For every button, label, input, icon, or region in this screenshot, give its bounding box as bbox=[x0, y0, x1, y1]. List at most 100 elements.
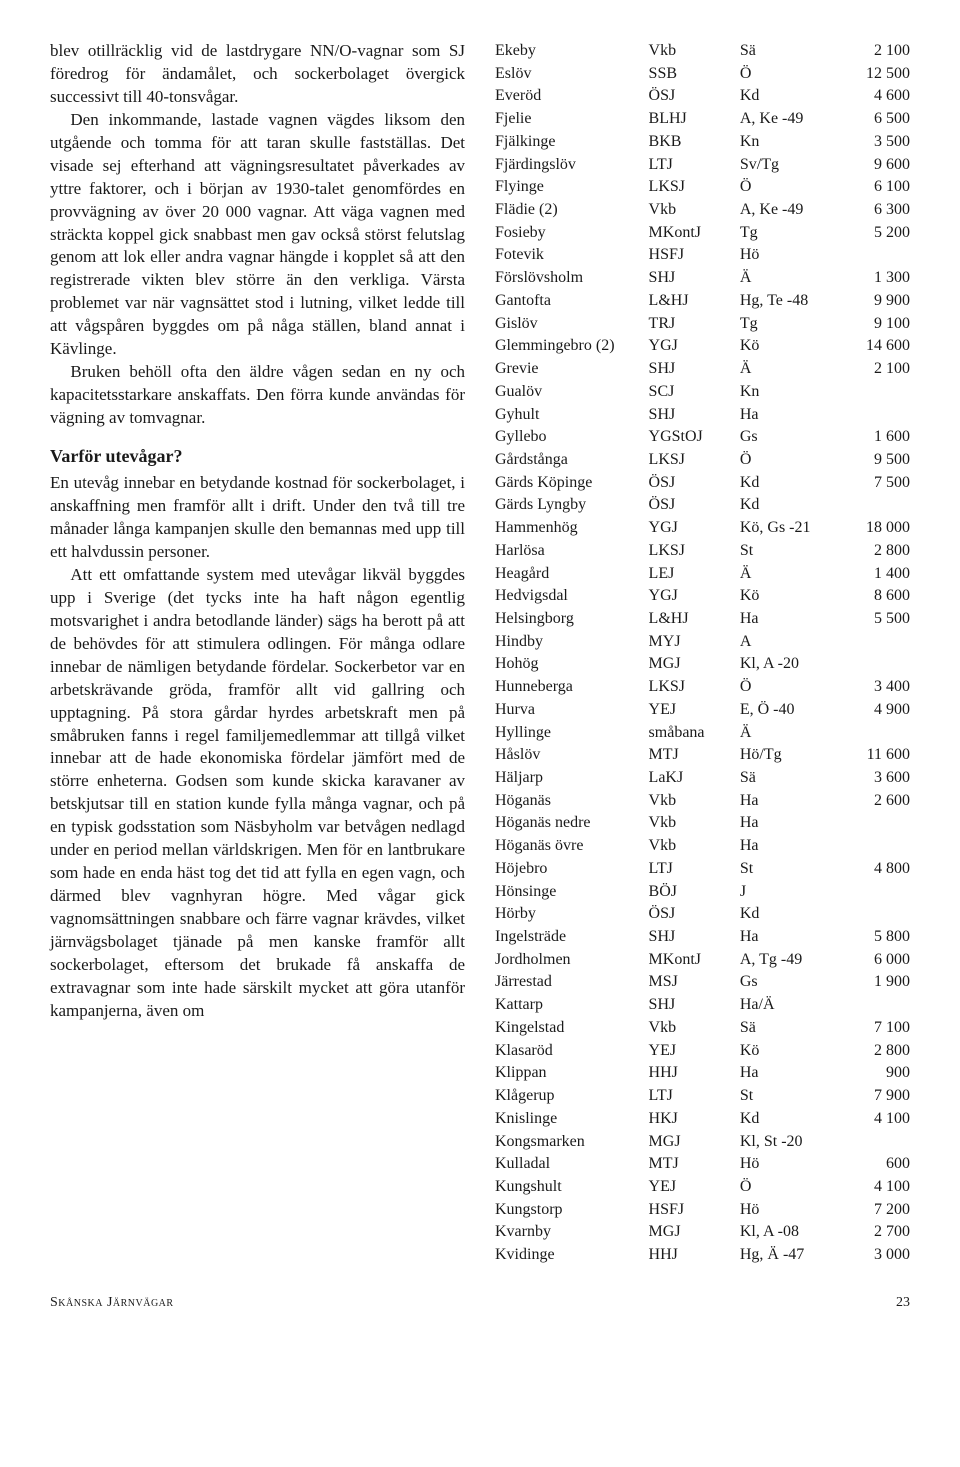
cell-code: Vkb bbox=[649, 1017, 740, 1040]
cell-place: Häljarp bbox=[495, 767, 649, 790]
table-row: KvidingeHHJHg, Ä -473 000 bbox=[495, 1244, 910, 1267]
cell-code: YGJ bbox=[649, 585, 740, 608]
table-row: KvarnbyMGJKl, A -082 700 bbox=[495, 1221, 910, 1244]
cell-place: Järrestad bbox=[495, 971, 649, 994]
cell-note: Kd bbox=[740, 903, 840, 926]
cell-code: ÖSJ bbox=[649, 903, 740, 926]
cell-note: Kn bbox=[740, 131, 840, 154]
cell-note: Ö bbox=[740, 63, 840, 86]
cell-value bbox=[839, 381, 910, 404]
cell-note: Ha bbox=[740, 812, 840, 835]
cell-code: LKSJ bbox=[649, 540, 740, 563]
table-row: JärrestadMSJGs1 900 bbox=[495, 971, 910, 994]
cell-note: St bbox=[740, 1085, 840, 1108]
table-row: HyllingesmåbanaÄ bbox=[495, 722, 910, 745]
right-column: EkebyVkbSä2 100EslövSSBÖ12 500EverödÖSJK… bbox=[495, 40, 910, 1267]
cell-place: Helsingborg bbox=[495, 608, 649, 631]
cell-note: Hö bbox=[740, 1153, 840, 1176]
cell-place: Håslöv bbox=[495, 744, 649, 767]
cell-value bbox=[839, 494, 910, 517]
cell-place: Hammenhög bbox=[495, 517, 649, 540]
table-row: KungshultYEJÖ4 100 bbox=[495, 1176, 910, 1199]
table-row: HönsingeBÖJJ bbox=[495, 881, 910, 904]
cell-note: Ha bbox=[740, 835, 840, 858]
cell-place: Everöd bbox=[495, 85, 649, 108]
table-row: Gärds LyngbyÖSJKd bbox=[495, 494, 910, 517]
table-row: HammenhögYGJKö, Gs -2118 000 bbox=[495, 517, 910, 540]
cell-note: Ö bbox=[740, 676, 840, 699]
cell-value: 14 600 bbox=[839, 335, 910, 358]
cell-value: 9 500 bbox=[839, 449, 910, 472]
cell-place: Höganäs övre bbox=[495, 835, 649, 858]
table-row: GårdstångaLKSJÖ9 500 bbox=[495, 449, 910, 472]
cell-note: Kö bbox=[740, 585, 840, 608]
cell-code: YEJ bbox=[649, 1176, 740, 1199]
cell-value: 2 700 bbox=[839, 1221, 910, 1244]
table-row: HurvaYEJE, Ö -404 900 bbox=[495, 699, 910, 722]
cell-place: Kungshult bbox=[495, 1176, 649, 1199]
cell-note: Kl, St -20 bbox=[740, 1131, 840, 1154]
cell-code: SHJ bbox=[649, 267, 740, 290]
cell-value: 6 000 bbox=[839, 949, 910, 972]
cell-code: Vkb bbox=[649, 199, 740, 222]
cell-note: Ha bbox=[740, 790, 840, 813]
paragraph-1: blev otillräcklig vid de lastdrygare NN/… bbox=[50, 40, 465, 109]
cell-code: SHJ bbox=[649, 358, 740, 381]
cell-note: Tg bbox=[740, 313, 840, 336]
table-row: FjärdingslövLTJSv/Tg9 600 bbox=[495, 154, 910, 177]
cell-code: MTJ bbox=[649, 1153, 740, 1176]
table-row: GualövSCJKn bbox=[495, 381, 910, 404]
cell-value bbox=[839, 722, 910, 745]
cell-code: SSB bbox=[649, 63, 740, 86]
cell-place: Förslövsholm bbox=[495, 267, 649, 290]
cell-note: Ha bbox=[740, 926, 840, 949]
cell-place: Kulladal bbox=[495, 1153, 649, 1176]
cell-value bbox=[839, 835, 910, 858]
cell-place: Hyllinge bbox=[495, 722, 649, 745]
cell-value: 1 600 bbox=[839, 426, 910, 449]
cell-code: Vkb bbox=[649, 835, 740, 858]
cell-code: ÖSJ bbox=[649, 85, 740, 108]
cell-value: 18 000 bbox=[839, 517, 910, 540]
table-row: HarlösaLKSJSt2 800 bbox=[495, 540, 910, 563]
section-heading: Varför utevågar? bbox=[50, 444, 465, 468]
page-layout: blev otillräcklig vid de lastdrygare NN/… bbox=[50, 40, 910, 1267]
cell-place: Fosieby bbox=[495, 222, 649, 245]
cell-place: Hunneberga bbox=[495, 676, 649, 699]
cell-value: 7 500 bbox=[839, 472, 910, 495]
cell-code: MGJ bbox=[649, 1221, 740, 1244]
cell-place: Hindby bbox=[495, 631, 649, 654]
cell-value: 7 200 bbox=[839, 1199, 910, 1222]
cell-note: Kd bbox=[740, 1108, 840, 1131]
cell-note: Kd bbox=[740, 85, 840, 108]
cell-note: Kl, A -08 bbox=[740, 1221, 840, 1244]
cell-code: SHJ bbox=[649, 994, 740, 1017]
table-row: HörbyÖSJKd bbox=[495, 903, 910, 926]
left-column: blev otillräcklig vid de lastdrygare NN/… bbox=[50, 40, 465, 1267]
cell-value: 1 900 bbox=[839, 971, 910, 994]
cell-place: Gårdstånga bbox=[495, 449, 649, 472]
table-row: KattarpSHJHa/Ä bbox=[495, 994, 910, 1017]
cell-place: Fjelie bbox=[495, 108, 649, 131]
cell-note: Sä bbox=[740, 1017, 840, 1040]
cell-code: LTJ bbox=[649, 858, 740, 881]
cell-code: BÖJ bbox=[649, 881, 740, 904]
table-row: KulladalMTJHö600 bbox=[495, 1153, 910, 1176]
table-row: KlågerupLTJSt7 900 bbox=[495, 1085, 910, 1108]
cell-note: Kd bbox=[740, 472, 840, 495]
table-row: IngelsträdeSHJHa5 800 bbox=[495, 926, 910, 949]
table-row: HelsingborgL&HJHa5 500 bbox=[495, 608, 910, 631]
table-row: FosiebyMKontJTg5 200 bbox=[495, 222, 910, 245]
table-row: GyhultSHJHa bbox=[495, 404, 910, 427]
cell-code: BKB bbox=[649, 131, 740, 154]
cell-value: 9 600 bbox=[839, 154, 910, 177]
cell-code: HHJ bbox=[649, 1244, 740, 1267]
page-number: 23 bbox=[896, 1295, 910, 1311]
cell-value: 1 300 bbox=[839, 267, 910, 290]
cell-place: Eslöv bbox=[495, 63, 649, 86]
cell-code: YEJ bbox=[649, 1040, 740, 1063]
table-row: KlasarödYEJKö2 800 bbox=[495, 1040, 910, 1063]
cell-code: L&HJ bbox=[649, 290, 740, 313]
cell-value: 3 000 bbox=[839, 1244, 910, 1267]
table-row: GislövTRJTg9 100 bbox=[495, 313, 910, 336]
